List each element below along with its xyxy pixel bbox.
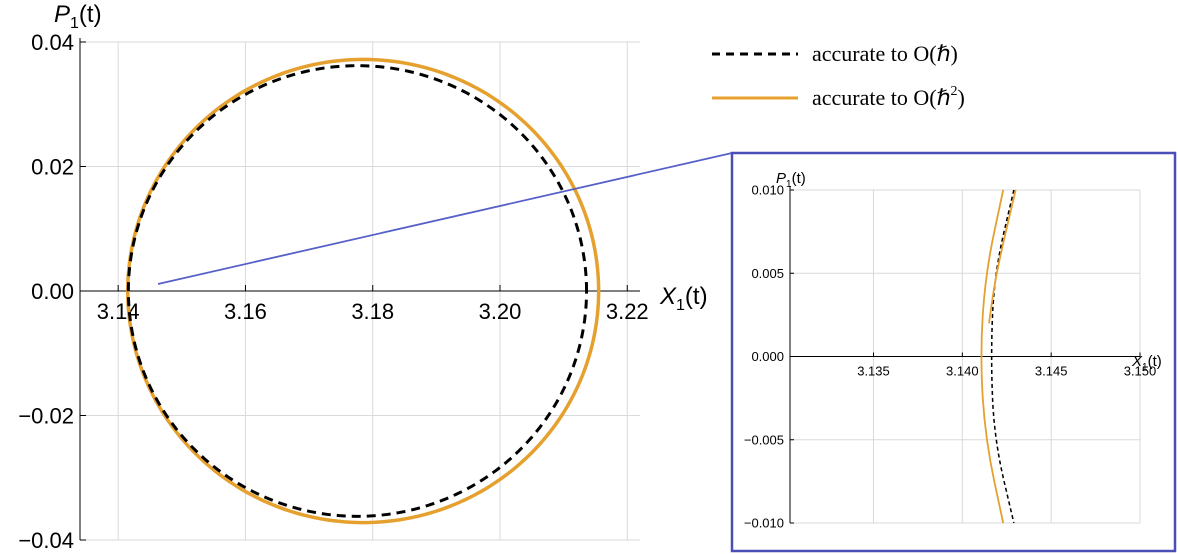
main-x-tick-label: 3.22: [606, 299, 649, 324]
inset-y-tick-label: 0.005: [751, 266, 784, 281]
main-x-tick-label: 3.20: [479, 299, 522, 324]
main-series-first-order: [126, 64, 589, 518]
inset-x-axis-label: X1(t): [1131, 353, 1162, 373]
inset-series-second-order: [988, 189, 1017, 324]
inset-y-tick-label: −0.010: [744, 516, 784, 531]
main-y-axis-label: P1(t): [54, 1, 102, 32]
main-y-tick-label: 0.04: [31, 30, 74, 55]
main-y-tick-label: 0.02: [31, 154, 74, 179]
main-x-tick-label: 3.18: [351, 299, 394, 324]
inset-x-tick-label: 3.150: [1124, 364, 1157, 379]
inset-series: [980, 189, 1017, 524]
main-axes: [79, 38, 640, 540]
main-series: [125, 57, 601, 525]
main-x-tick-label: 3.14: [97, 299, 140, 324]
inset-ticks: 3.135 3.140 3.145 3.150 0.010 0.005 0.000 −0.00…: [744, 183, 1156, 531]
inset-y-tick-label: −0.005: [744, 432, 784, 447]
inset-chart: 3.135 3.140 3.145 3.150 0.010 0.005 0.000 −0.00…: [730, 151, 1177, 553]
inset-y-tick-label: 0.010: [751, 183, 784, 198]
main-x-tick-label: 3.16: [224, 299, 267, 324]
inset-axes: [789, 186, 1140, 523]
inset-series-second-order: [980, 189, 1005, 524]
inset-y-axis-label: P1(t): [776, 170, 806, 190]
main-x-axis-label: X1(t): [659, 283, 708, 314]
zoom-connector-line: [157, 152, 733, 285]
inset-frame: [730, 151, 1177, 553]
inset-x-tick-label: 3.135: [857, 364, 890, 379]
main-y-tick-label: −0.04: [18, 528, 74, 553]
inset-x-tick-label: 3.140: [946, 364, 979, 379]
main-ticks: 3.14 3.16 3.18 3.20 3.22 0.04 0.02 0.00 −0.02 −0.…: [18, 30, 648, 553]
inset-x-tick-label: 3.145: [1035, 364, 1068, 379]
inset-y-tick-label: 0.000: [751, 349, 784, 364]
main-y-tick-label: 0.00: [31, 279, 74, 304]
main-y-tick-label: −0.02: [18, 403, 74, 428]
legend: accurate to O(ℏ) accurate to O(ℏ2): [712, 41, 965, 110]
legend-label-second-order: accurate to O(ℏ2): [812, 84, 965, 110]
inset-series-first-order: [990, 189, 1015, 524]
main-chart: 3.14 3.16 3.18 3.20 3.22 0.04 0.02 0.00 −0.02 −0.…: [18, 1, 707, 553]
legend-label-first-order: accurate to O(ℏ): [812, 41, 958, 66]
